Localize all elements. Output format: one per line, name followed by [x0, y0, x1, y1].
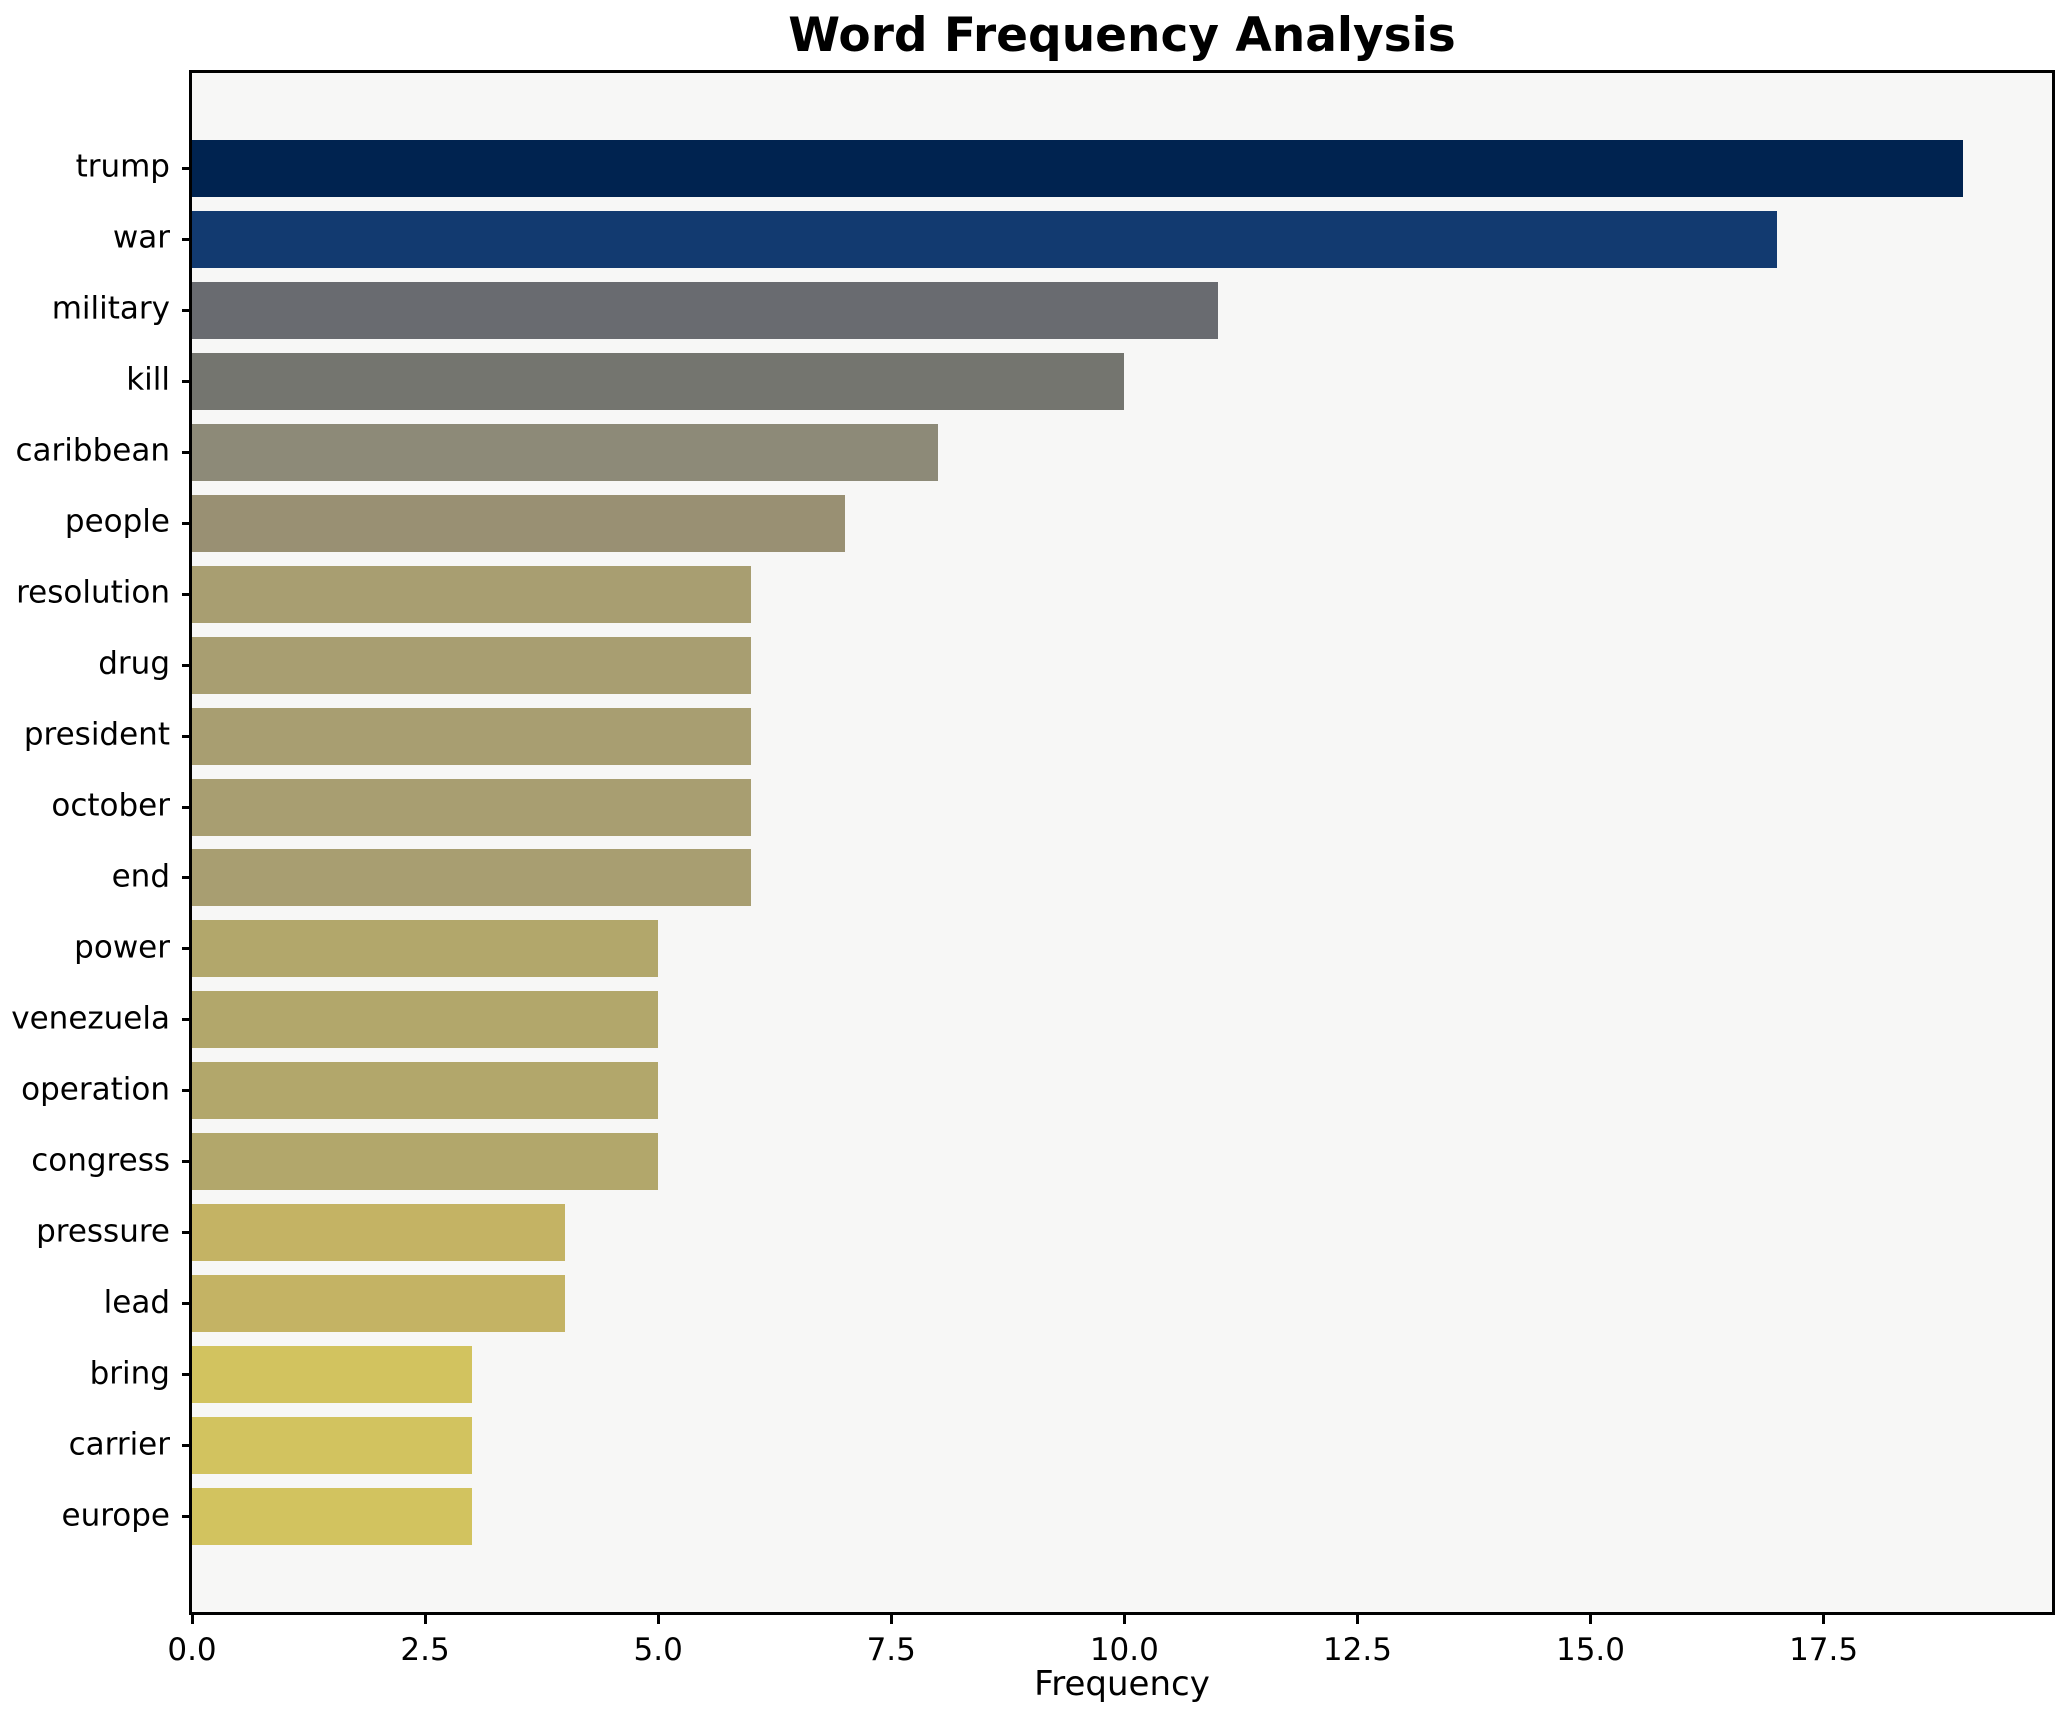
- y-tick-label-resolution: resolution: [16, 574, 170, 611]
- y-tick-label-congress: congress: [31, 1142, 170, 1179]
- y-tick-mark: [182, 1160, 192, 1164]
- bar-lead: [192, 1275, 565, 1333]
- y-tick-label-carrier: carrier: [68, 1426, 170, 1463]
- y-tick-mark: [182, 1444, 192, 1448]
- y-tick-mark: [182, 876, 192, 880]
- bar-end: [192, 849, 752, 907]
- y-tick-label-caribbean: caribbean: [15, 432, 170, 469]
- y-tick-mark: [182, 1231, 192, 1235]
- bar-operation: [192, 1062, 659, 1120]
- x-tick-label-12.5: 12.5: [1322, 1632, 1392, 1668]
- bar-resolution: [192, 565, 752, 623]
- bar-europe: [192, 1488, 472, 1546]
- y-tick-label-bring: bring: [89, 1355, 170, 1392]
- y-tick-mark: [182, 166, 192, 170]
- y-tick-label-lead: lead: [103, 1284, 170, 1321]
- bar-kill: [192, 352, 1125, 410]
- x-tick-label-0.0: 0.0: [167, 1632, 217, 1668]
- y-tick-label-president: president: [23, 716, 170, 753]
- bar-drug: [192, 636, 752, 694]
- y-tick-mark: [182, 734, 192, 738]
- x-tick-mark: [423, 1613, 427, 1624]
- plot-area: [189, 70, 2055, 1615]
- y-tick-mark: [182, 1373, 192, 1377]
- bar-bring: [192, 1346, 472, 1404]
- y-tick-label-kill: kill: [126, 361, 170, 398]
- chart-title: Word Frequency Analysis: [788, 8, 1456, 63]
- y-tick-label-venezuela: venezuela: [11, 1000, 170, 1037]
- x-tick-mark: [190, 1613, 194, 1624]
- x-tick-label-17.5: 17.5: [1789, 1632, 1859, 1668]
- x-tick-label-7.5: 7.5: [866, 1632, 916, 1668]
- bar-caribbean: [192, 423, 938, 481]
- y-tick-label-pressure: pressure: [36, 1213, 170, 1250]
- bar-venezuela: [192, 991, 659, 1049]
- x-tick-mark: [1588, 1613, 1592, 1624]
- bar-military: [192, 281, 1218, 339]
- bar-war: [192, 210, 1777, 268]
- x-tick-mark: [1122, 1613, 1126, 1624]
- bar-carrier: [192, 1417, 472, 1475]
- y-tick-mark: [182, 237, 192, 241]
- y-tick-mark: [182, 1018, 192, 1022]
- bar-president: [192, 707, 752, 765]
- x-tick-mark: [889, 1613, 893, 1624]
- y-tick-label-power: power: [74, 929, 170, 966]
- y-tick-label-military: military: [51, 290, 170, 327]
- bar-october: [192, 778, 752, 836]
- y-tick-mark: [182, 379, 192, 383]
- y-tick-mark: [182, 521, 192, 525]
- bar-pressure: [192, 1204, 565, 1262]
- y-tick-label-operation: operation: [21, 1071, 170, 1108]
- y-tick-mark: [182, 450, 192, 454]
- y-tick-label-war: war: [112, 219, 170, 256]
- x-tick-mark: [1355, 1613, 1359, 1624]
- x-tick-label-15.0: 15.0: [1555, 1632, 1625, 1668]
- y-tick-mark: [182, 1515, 192, 1519]
- y-tick-label-october: october: [51, 787, 170, 824]
- bar-trump: [192, 139, 1964, 197]
- y-tick-mark: [182, 947, 192, 951]
- y-tick-mark: [182, 663, 192, 667]
- y-tick-mark: [182, 1302, 192, 1306]
- bar-people: [192, 494, 845, 552]
- x-tick-mark: [656, 1613, 660, 1624]
- y-tick-label-europe: europe: [61, 1497, 171, 1534]
- y-tick-mark: [182, 592, 192, 596]
- bar-power: [192, 920, 659, 978]
- x-axis-label: Frequency: [1034, 1664, 1210, 1704]
- x-tick-label-2.5: 2.5: [400, 1632, 450, 1668]
- y-tick-mark: [182, 1089, 192, 1093]
- x-tick-label-10.0: 10.0: [1089, 1632, 1159, 1668]
- y-tick-label-trump: trump: [75, 149, 170, 186]
- y-tick-label-drug: drug: [98, 645, 170, 682]
- x-tick-mark: [1822, 1613, 1826, 1624]
- y-tick-mark: [182, 308, 192, 312]
- bar-congress: [192, 1133, 659, 1191]
- x-tick-label-5.0: 5.0: [633, 1632, 683, 1668]
- y-tick-mark: [182, 805, 192, 809]
- y-tick-label-end: end: [111, 858, 170, 895]
- y-tick-label-people: people: [64, 503, 170, 540]
